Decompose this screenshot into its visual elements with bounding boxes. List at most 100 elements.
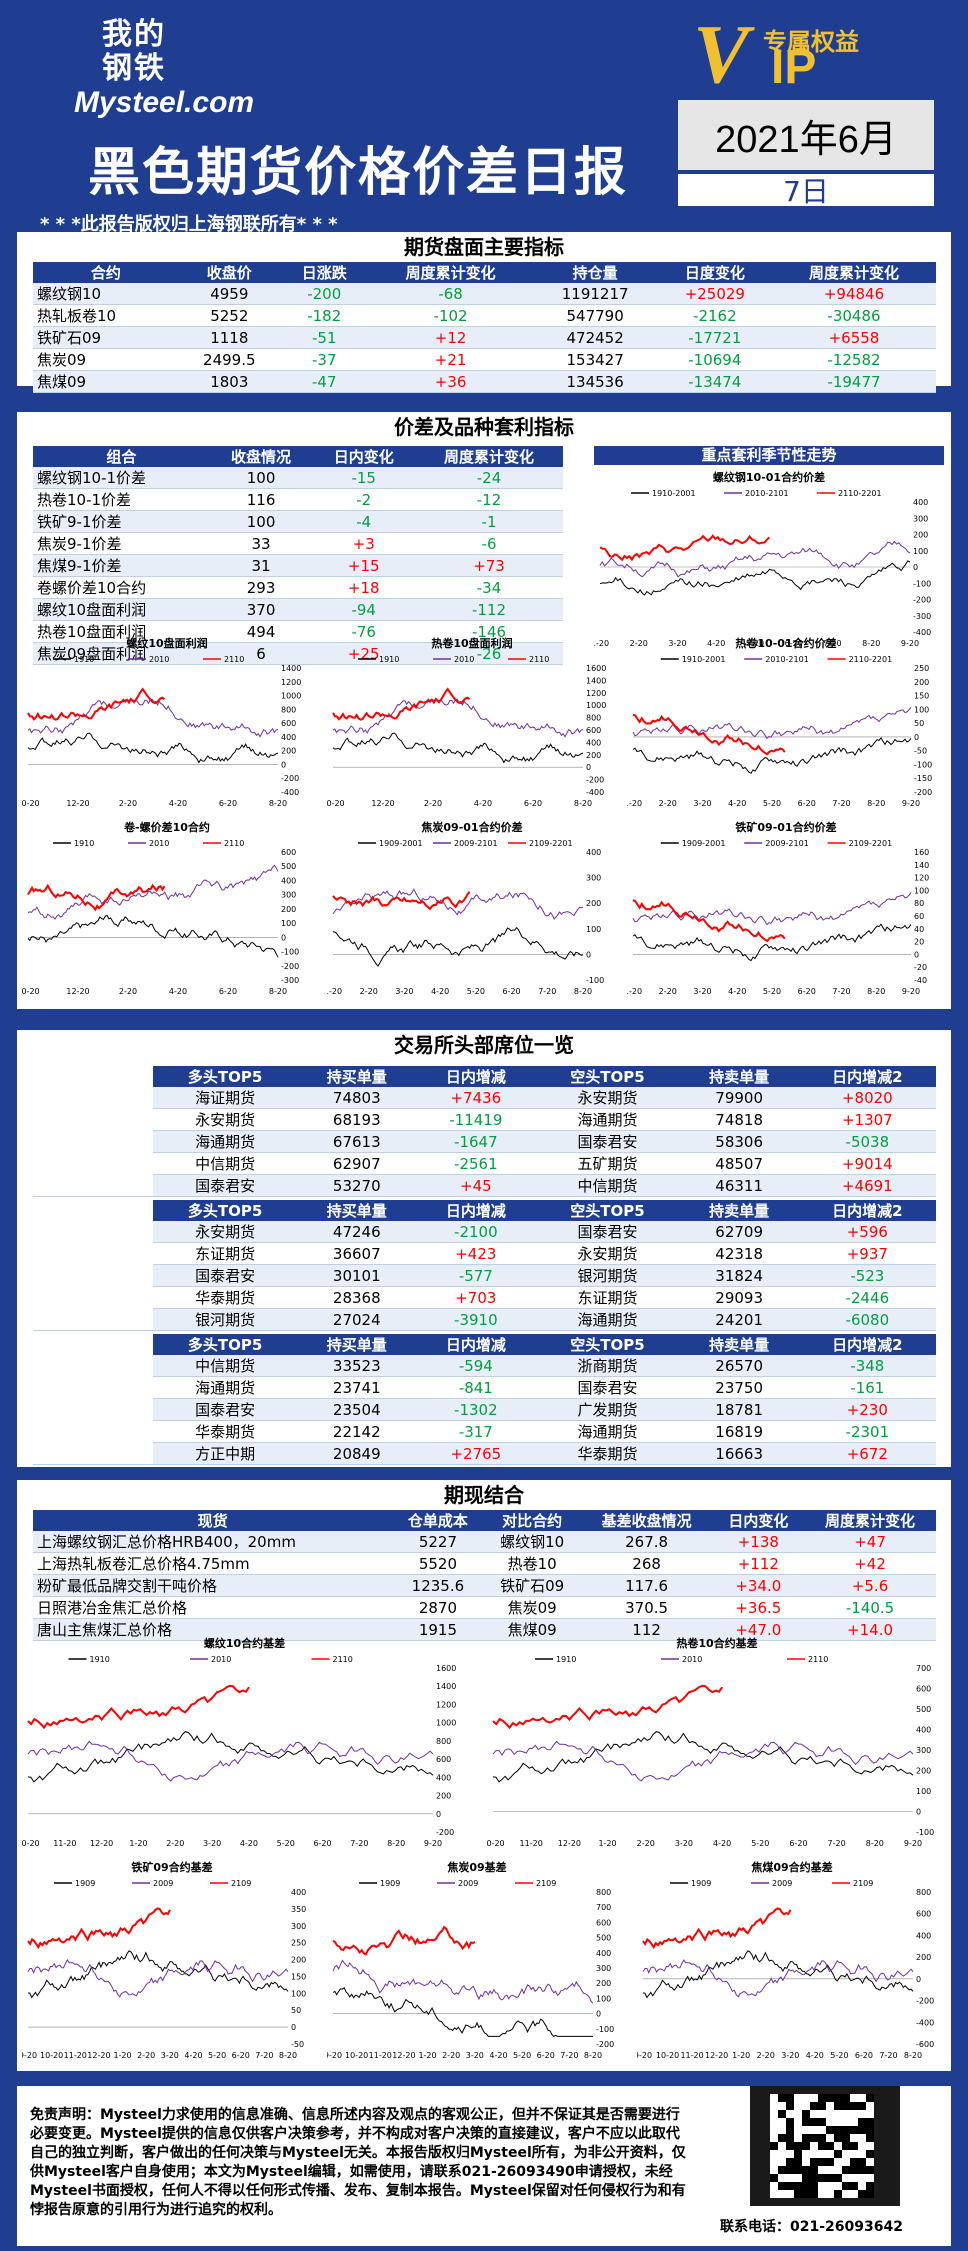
x-tick-label: 11-20 [680, 2051, 703, 2060]
table-cell: 中信期货 [153, 1152, 298, 1175]
x-tick-label: 12-20 [558, 1839, 581, 1848]
table-cell: -3910 [416, 1308, 536, 1331]
y-tick-label: 40 [914, 925, 924, 934]
chart-title: 焦炭09基差 [446, 1860, 506, 1874]
y-tick-label: 600 [916, 1910, 931, 1919]
y-tick-label: 150 [291, 1972, 306, 1981]
table-row: 永安期货 47246 -2100 国泰君安 62709 +596 [33, 1221, 936, 1243]
table-cell: -47 [279, 370, 369, 393]
table-cell: +4691 [798, 1174, 936, 1197]
seasonal-chart: 螺纹10盘面利润 1910 2010 2110 1400 1200 1000 800 600 40… [22, 636, 301, 808]
x-tick-label: 1-20 [327, 987, 342, 996]
x-tick-label: 9-20 [901, 639, 919, 648]
table-cell: 螺纹10盘面利润 [33, 598, 210, 621]
y-tick-label: 20 [914, 938, 924, 947]
seasonal-chart: 螺纹10合约基差 1910 2010 2110 1600 1400 1200 1000 800 6… [22, 1636, 456, 1848]
x-tick-label: 4-20 [184, 2051, 202, 2060]
column-header: 日内增减 [416, 1066, 536, 1087]
x-tick-label: 6-20 [502, 987, 520, 996]
table-row: 唐山主焦煤汇总价格 1915 焦煤09 112 +47.0 +14.0 [33, 1618, 936, 1641]
x-tick-label: 8-20 [279, 2051, 297, 2060]
table-cell: 永安期货 [535, 1087, 680, 1109]
x-tick-label: 3-20 [693, 987, 711, 996]
table-cell: 华泰期货 [535, 1442, 680, 1465]
table-cell: -24 [415, 467, 563, 489]
x-tick-label: 5-20 [746, 639, 764, 648]
qr-code [750, 2086, 900, 2206]
table-cell: 海通期货 [153, 1376, 298, 1399]
y-tick-label: 120 [914, 874, 929, 883]
report-title: 黑色期货价格价差日报 [88, 143, 629, 203]
table-cell: 日照港冶金焦汇总价格 [33, 1596, 393, 1619]
mysteel-logo: 我的 钢铁 Mysteel.com [74, 18, 264, 120]
table-row: 上海螺纹钢汇总价格HRB400，20mm 5227 螺纹钢10 267.8 +138 +4… [33, 1531, 936, 1553]
table-cell: 永安期货 [535, 1242, 680, 1265]
table-cell: 23741 [297, 1376, 417, 1399]
table-row: 螺纹钢10 4959 -200 -68 1191217 +25029 +94846 [33, 283, 936, 305]
column-header: 日内变化 [712, 1510, 805, 1531]
table-cell: 79900 [679, 1087, 799, 1109]
table-cell: +25 [312, 642, 416, 665]
x-tick-label: 11-20 [64, 2051, 87, 2060]
y-tick-label: 400 [913, 498, 928, 507]
contract-label: 螺纹钢10 [33, 1066, 153, 1197]
y-tick-label: -200 [914, 788, 932, 797]
table-cell: -2162 [657, 304, 772, 327]
x-tick-label: 2-20 [442, 2051, 460, 2060]
x-tick-label: 10-20 [22, 799, 40, 808]
table-row: 方正中期 20849 +2765 华泰期货 16663 +672 [33, 1442, 936, 1465]
x-tick-label: 12-20 [66, 987, 89, 996]
x-tick-label: 4-20 [728, 987, 746, 996]
table-cell: 16663 [679, 1442, 799, 1465]
y-tick-label: 800 [436, 1737, 451, 1746]
table-cell: +9014 [798, 1152, 936, 1175]
vip-v: V [693, 8, 750, 101]
table-row: 卷螺价差10合约 293 +18 -34 [33, 576, 563, 599]
table-cell: 海通期货 [153, 1130, 298, 1153]
table-cell: 国泰君安 [535, 1130, 680, 1153]
x-tick-label: 5-20 [830, 2051, 848, 2060]
y-tick-label: 700 [916, 1664, 931, 1673]
table-cell: -112 [415, 598, 563, 621]
y-tick-label: 800 [916, 1888, 931, 1897]
y-tick-label: 100 [914, 705, 929, 714]
x-tick-label: 7-20 [538, 987, 556, 996]
table-row: 中信期货 62907 -2561 五矿期货 48507 +9014 [33, 1152, 936, 1175]
x-tick-label: 12-20 [90, 1839, 113, 1848]
column-header: 日内增减 [416, 1334, 536, 1355]
legend-label: 2110 [224, 655, 244, 664]
x-tick-label: 3-20 [781, 2051, 799, 2060]
table-cell: 1118 [178, 326, 280, 349]
table-cell: +703 [416, 1286, 536, 1309]
y-tick-label: 1400 [436, 1682, 456, 1691]
y-tick-label: 100 [913, 547, 928, 556]
x-tick-label: 8-20 [862, 639, 880, 648]
y-tick-label: 250 [291, 1939, 306, 1948]
x-tick-label: 7-20 [350, 1839, 368, 1848]
table-cell: +138 [712, 1531, 805, 1553]
y-tick-label: 0 [291, 2023, 296, 2032]
table-cell: -1647 [416, 1130, 536, 1153]
table-cell: 370 [209, 598, 313, 621]
table-cell: 方正中期 [153, 1442, 298, 1465]
table-cell: 47246 [297, 1221, 417, 1243]
x-tick-label: 12-20 [392, 2051, 415, 2060]
table-cell: 银河期货 [153, 1308, 298, 1331]
table-cell: 海证期货 [153, 1087, 298, 1109]
basis-panel: 期现结合 现货 仓单成本 对比合约 基差收盘情况 日内变化 周度累计变化 上海螺纹钢汇总价格… [17, 1480, 951, 2071]
table-cell: 100 [209, 510, 313, 533]
y-tick-label: 700 [596, 1903, 611, 1912]
y-tick-label: 350 [291, 1905, 306, 1914]
table-row: 华泰期货 28368 +703 东证期货 29093 -2446 [33, 1286, 936, 1309]
x-tick-label: 8-20 [269, 799, 287, 808]
table-cell: 18781 [679, 1398, 799, 1421]
copyright-notice: * * *此报告版权归上海钢联所有* * * [40, 214, 338, 235]
table-cell: 1803 [178, 370, 280, 393]
table-cell: 华泰期货 [153, 1286, 298, 1309]
seasonal-chart: 焦煤09合约基差 1909 2009 2109 800 600 400 200 0 -200 -40… [637, 1860, 934, 2060]
legend-label: 2109-2201 [529, 839, 573, 848]
y-tick-label: -200 [596, 2040, 614, 2049]
table-cell: 唐山主焦煤汇总价格 [33, 1618, 393, 1641]
table-cell: -17721 [657, 326, 772, 349]
seasonal-chart: 热卷10-01合约价差 1910-2001 2010-2101 2110-2201 25… [627, 636, 932, 808]
